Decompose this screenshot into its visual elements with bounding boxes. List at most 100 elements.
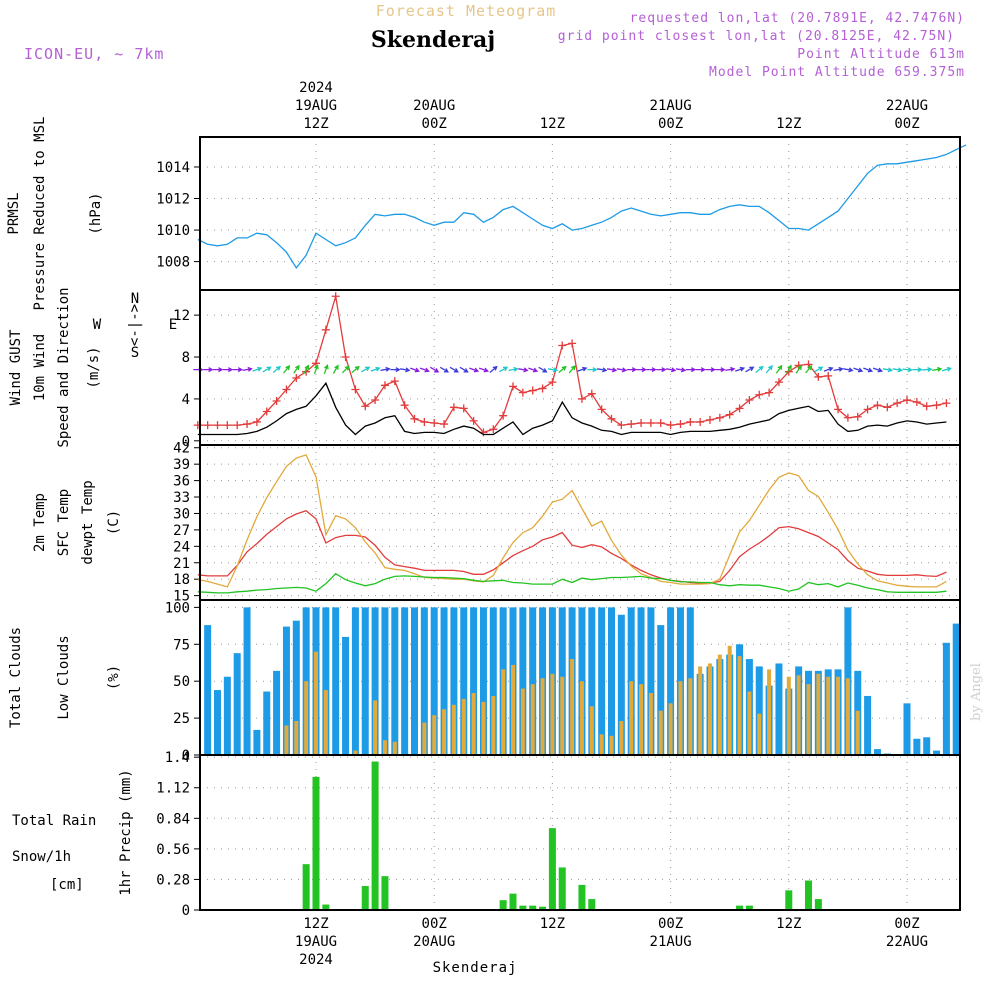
time-label-top: 12Z bbox=[776, 116, 801, 132]
bar bbox=[578, 884, 586, 910]
series-line bbox=[197, 381, 947, 436]
bar bbox=[382, 740, 387, 755]
wind-arrow bbox=[616, 367, 628, 373]
series-line bbox=[197, 509, 947, 584]
bar bbox=[845, 678, 850, 755]
bar bbox=[284, 725, 289, 755]
bar bbox=[570, 659, 575, 755]
y-tick-label: 0.56 bbox=[156, 842, 190, 858]
bar bbox=[312, 776, 320, 910]
gust-marker bbox=[676, 420, 685, 429]
wind-arrow bbox=[528, 367, 539, 373]
bar bbox=[609, 735, 614, 755]
bar bbox=[322, 607, 330, 755]
gust-marker bbox=[262, 407, 271, 416]
y-axis-label: Low Clouds bbox=[56, 635, 72, 719]
bar bbox=[322, 904, 330, 910]
bar bbox=[401, 607, 409, 755]
gust-marker bbox=[272, 397, 281, 406]
time-label-bottom: 22AUG bbox=[886, 934, 928, 950]
gust-marker bbox=[469, 416, 478, 425]
gust-marker bbox=[735, 404, 744, 413]
bar bbox=[501, 669, 506, 755]
wind-arrow bbox=[636, 367, 647, 373]
wind-arrow bbox=[478, 367, 489, 373]
gust-marker bbox=[686, 417, 695, 426]
wind-arrow bbox=[765, 365, 773, 374]
y-tick-label: 0.28 bbox=[156, 872, 190, 888]
bar bbox=[814, 899, 822, 910]
wind-arrow bbox=[341, 365, 350, 374]
wind-arrow bbox=[666, 367, 677, 373]
compass-w: W bbox=[93, 317, 102, 333]
series-line bbox=[197, 572, 947, 594]
compass-s: S bbox=[131, 345, 139, 361]
time-label-top: 19AUG bbox=[295, 98, 337, 114]
bar bbox=[560, 676, 565, 755]
bar bbox=[509, 893, 517, 910]
bar bbox=[304, 681, 309, 755]
bar bbox=[381, 876, 389, 910]
wind-arrow bbox=[725, 366, 736, 372]
y-axis-label: Pressure Reduced to MSL bbox=[32, 117, 48, 311]
wind-arrow bbox=[755, 365, 764, 373]
gust-marker bbox=[932, 401, 941, 410]
gust-marker bbox=[568, 339, 577, 348]
bar bbox=[658, 710, 663, 755]
gust-marker bbox=[637, 419, 646, 428]
time-label-top: 12Z bbox=[303, 116, 328, 132]
wind-arrow bbox=[795, 364, 802, 374]
bar bbox=[323, 690, 328, 755]
gust-marker bbox=[942, 399, 951, 408]
gust-marker bbox=[528, 386, 537, 395]
bar bbox=[470, 607, 478, 755]
bar bbox=[529, 607, 537, 755]
y-tick-label: 0 bbox=[182, 748, 190, 764]
gust-marker bbox=[410, 414, 419, 423]
wind-arrow bbox=[931, 366, 943, 372]
gust-marker bbox=[765, 388, 774, 397]
bar bbox=[273, 670, 281, 755]
time-label-top: 00Z bbox=[658, 116, 683, 132]
compass-center: <-|-> bbox=[127, 304, 143, 346]
bar bbox=[647, 607, 655, 755]
gust-marker bbox=[656, 419, 665, 428]
wind-arrow bbox=[313, 364, 319, 375]
grid-point-coords: grid point closest lon,lat (20.8125E, 42… bbox=[558, 29, 955, 44]
bar bbox=[342, 636, 350, 755]
bar bbox=[637, 607, 645, 755]
panel-precip: 0 0.28 0.56 0.84 1.12 1.4 Total Rain Snow/1h [cm… bbox=[12, 750, 961, 919]
bar bbox=[785, 890, 793, 910]
bar bbox=[786, 676, 791, 755]
panel-pressure: 1008 1010 1012 1014 PRMSL Pressure Reduced to… bbox=[6, 117, 967, 311]
bar bbox=[511, 664, 515, 755]
bar bbox=[361, 885, 369, 910]
time-label-top: 00Z bbox=[422, 116, 447, 132]
unit-label: 1hr Precip (mm) bbox=[118, 769, 134, 895]
bar bbox=[461, 698, 466, 755]
bar bbox=[717, 654, 722, 755]
wind-arrow bbox=[863, 367, 874, 373]
y-tick-label: 1010 bbox=[156, 223, 190, 239]
gust-marker bbox=[538, 384, 547, 393]
y-tick-label: 39 bbox=[173, 457, 190, 473]
y-tick-label: 0.84 bbox=[156, 811, 190, 827]
bar bbox=[411, 607, 418, 755]
gust-marker bbox=[223, 421, 232, 430]
y-tick-label: 25 bbox=[173, 711, 190, 727]
y-tick-label: 42 bbox=[173, 441, 190, 457]
y-axis-label: Total Clouds bbox=[8, 627, 24, 728]
gust-marker bbox=[489, 425, 498, 434]
bar bbox=[903, 703, 911, 755]
wind-arrow bbox=[538, 366, 548, 373]
gust-marker bbox=[203, 421, 212, 430]
y-tick-label: 1012 bbox=[156, 192, 190, 208]
bar bbox=[550, 673, 555, 755]
time-label-bottom: 20AUG bbox=[413, 934, 455, 950]
gust-marker bbox=[380, 381, 389, 390]
gust-marker bbox=[873, 401, 882, 410]
gust-marker bbox=[824, 371, 833, 380]
wind-arrow bbox=[272, 365, 282, 373]
gust-marker bbox=[893, 399, 902, 408]
